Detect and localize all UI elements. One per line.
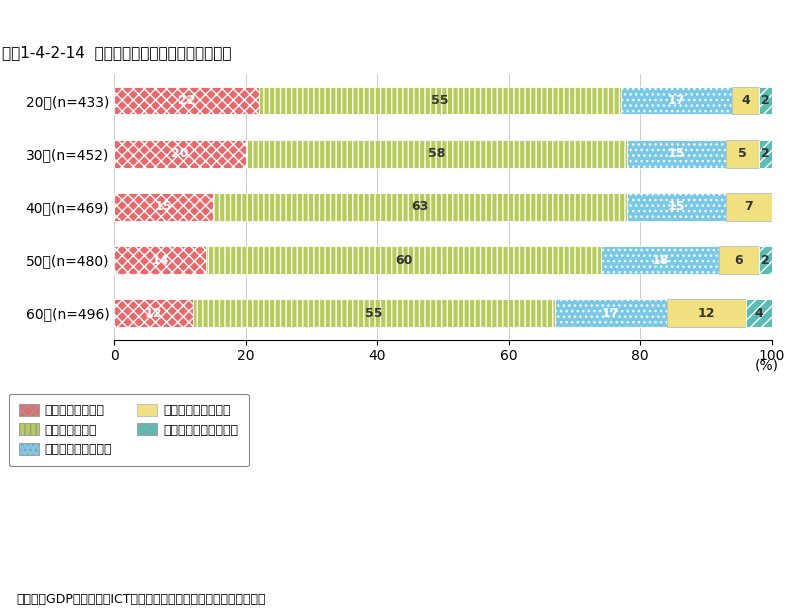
Text: 20: 20 xyxy=(171,147,189,160)
Text: 2: 2 xyxy=(761,253,770,267)
Text: 15: 15 xyxy=(668,200,686,213)
Text: 63: 63 xyxy=(411,200,429,213)
Text: 15: 15 xyxy=(668,147,686,160)
Text: (%): (%) xyxy=(754,358,778,372)
Bar xyxy=(246,140,627,167)
Text: 6: 6 xyxy=(734,253,743,267)
Text: 12: 12 xyxy=(145,307,162,320)
Bar xyxy=(114,87,259,114)
Bar xyxy=(601,246,719,274)
Bar xyxy=(621,87,732,114)
Bar xyxy=(758,140,772,167)
Text: 58: 58 xyxy=(428,147,445,160)
Text: 4: 4 xyxy=(741,94,750,107)
Text: 14: 14 xyxy=(151,253,169,267)
Text: 18: 18 xyxy=(651,253,669,267)
Bar xyxy=(213,193,627,220)
Bar xyxy=(193,300,554,327)
Bar xyxy=(114,246,206,274)
Text: 17: 17 xyxy=(668,94,686,107)
Text: 2: 2 xyxy=(761,94,770,107)
Text: 55: 55 xyxy=(431,94,449,107)
Bar xyxy=(627,193,726,220)
Text: 22: 22 xyxy=(178,94,195,107)
Bar xyxy=(627,140,726,167)
Text: 17: 17 xyxy=(602,307,619,320)
Text: 15: 15 xyxy=(154,200,172,213)
Bar xyxy=(726,140,758,167)
Bar xyxy=(732,87,758,114)
Bar xyxy=(758,246,772,274)
Bar xyxy=(259,87,621,114)
Bar xyxy=(746,300,772,327)
Bar xyxy=(206,246,601,274)
Bar xyxy=(772,193,778,220)
Text: 5: 5 xyxy=(738,147,746,160)
Text: 図表1-4-2-14  レビューをどの程度参考にするか: 図表1-4-2-14 レビューをどの程度参考にするか xyxy=(2,46,232,60)
Text: 12: 12 xyxy=(698,307,714,320)
Legend: かなり参考にする, まあ参考にする, どちらともいえない, あまり参考にしない, まったく参考にしない: かなり参考にする, まあ参考にする, どちらともいえない, あまり参考にしない,… xyxy=(9,394,249,466)
Bar xyxy=(114,193,213,220)
Text: 60: 60 xyxy=(395,253,412,267)
Text: 7: 7 xyxy=(745,200,753,213)
Bar xyxy=(114,300,193,327)
Bar xyxy=(554,300,666,327)
Text: 4: 4 xyxy=(754,307,763,320)
Bar xyxy=(726,193,772,220)
Text: （出典）GDPに現れないICTの社会的厚生への貢献に関する調査研究: （出典）GDPに現れないICTの社会的厚生への貢献に関する調査研究 xyxy=(16,593,266,606)
Bar xyxy=(758,87,772,114)
Bar xyxy=(719,246,758,274)
Text: 55: 55 xyxy=(365,307,382,320)
Bar xyxy=(666,300,746,327)
Text: 2: 2 xyxy=(761,147,770,160)
Bar xyxy=(114,140,246,167)
